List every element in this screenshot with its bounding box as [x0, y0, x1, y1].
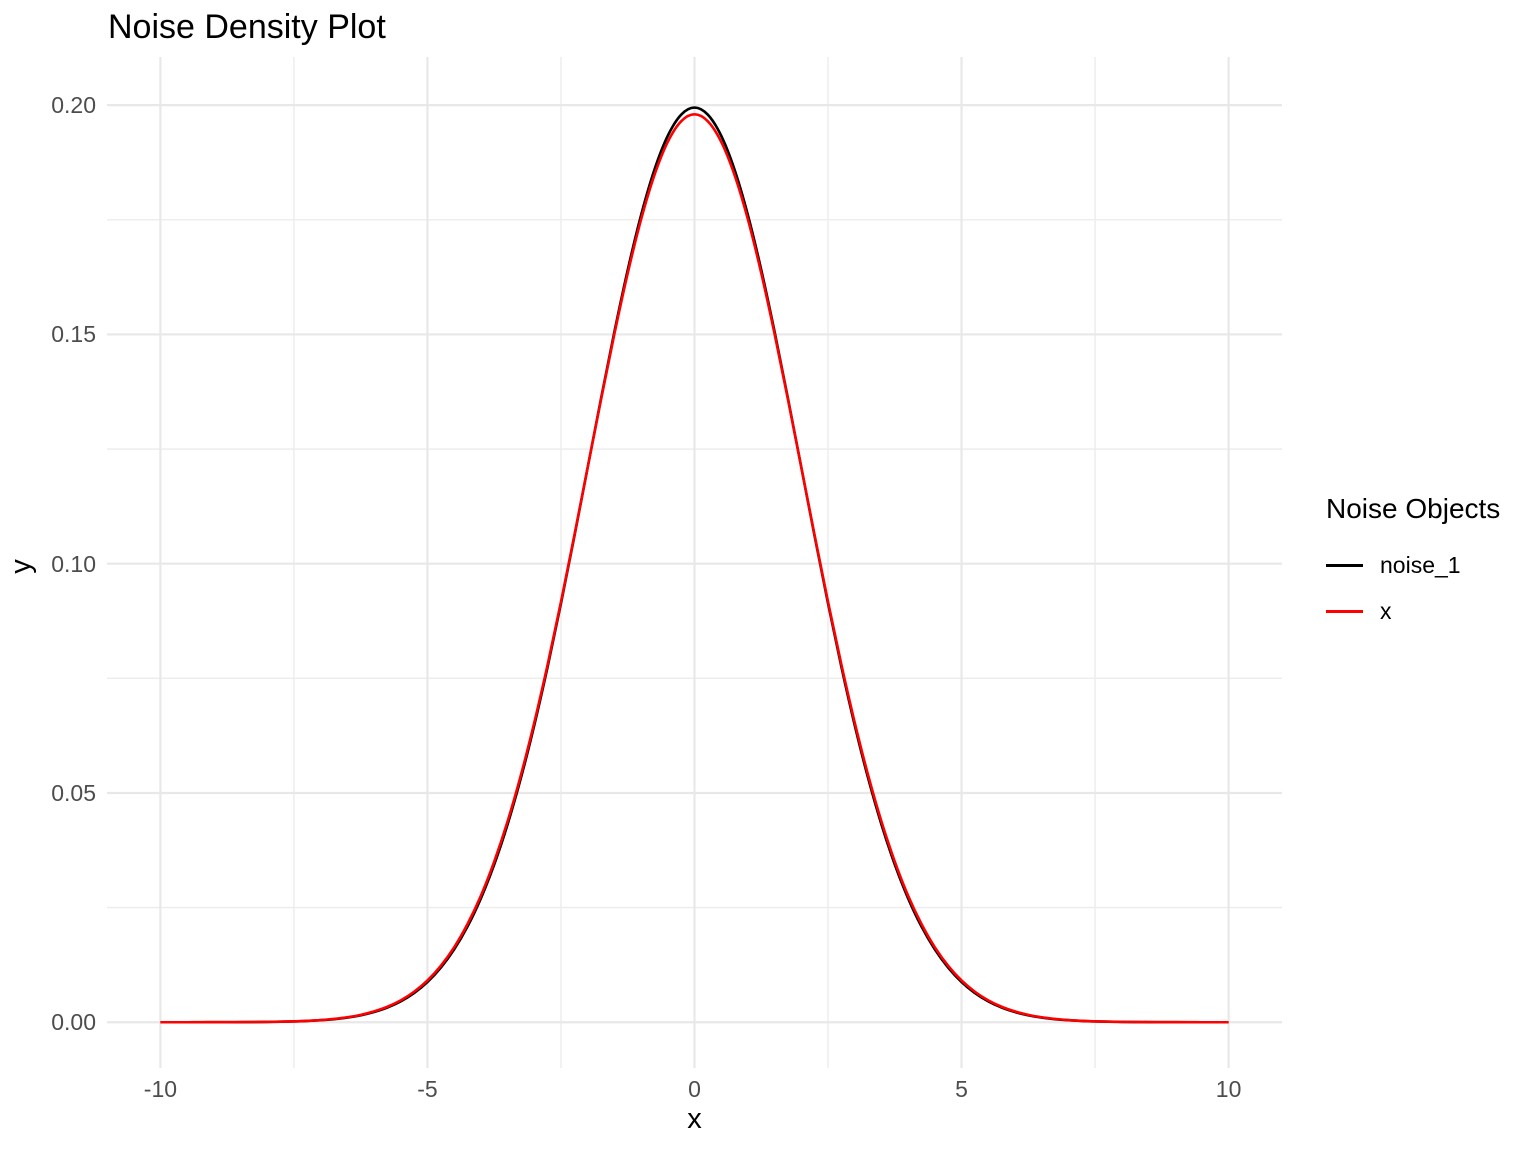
density-curve-x [160, 113, 1229, 1024]
legend-item-x: x [1326, 592, 1500, 630]
y-axis-title: y [4, 559, 37, 574]
y-tick-label: 0.05 [51, 779, 96, 806]
legend-title: Noise Objects [1326, 493, 1501, 524]
plot-panel [107, 57, 1282, 1068]
x-tick-label: 5 [955, 1076, 968, 1102]
legend-label: noise_1 [1380, 551, 1461, 578]
legend-item-noise_1: noise_1 [1326, 546, 1500, 584]
y-tick-label: 0.15 [51, 321, 96, 348]
y-tick-label: 0.10 [51, 550, 96, 577]
x-tick-label: 10 [1215, 1076, 1242, 1102]
x-tick-label: -10 [143, 1076, 178, 1102]
x-tick-label: -5 [417, 1076, 438, 1102]
y-tick-label: 0.20 [51, 92, 96, 119]
x-tick-label: 0 [688, 1076, 701, 1102]
legend-label: x [1380, 597, 1392, 624]
y-tick-label: 0.00 [51, 1009, 96, 1036]
x-axis-title: x [687, 1103, 702, 1135]
plot-title: Noise Density Plot [108, 8, 386, 46]
legend-key-line-noise_1 [1326, 563, 1363, 567]
legend-key-line-x [1326, 609, 1363, 613]
